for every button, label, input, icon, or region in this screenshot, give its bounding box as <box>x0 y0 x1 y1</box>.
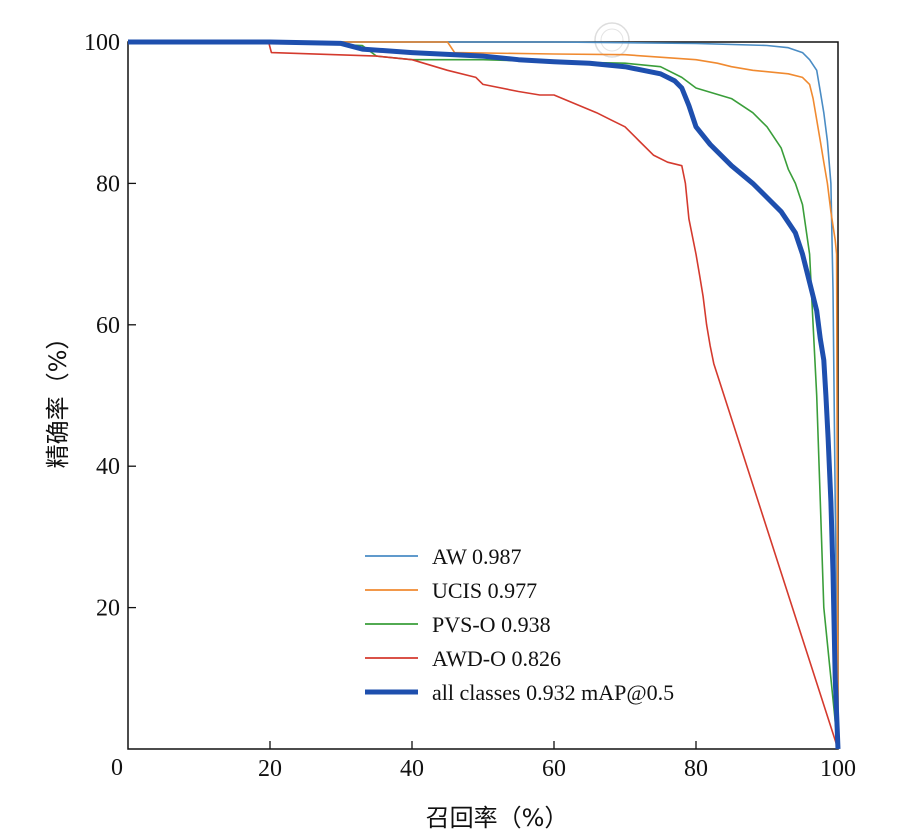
legend-label: all classes 0.932 mAP@0.5 <box>432 680 674 705</box>
series-line-2 <box>128 41 839 750</box>
legend-label: PVS-O 0.938 <box>432 612 551 637</box>
y-tick-label: 100 <box>84 30 120 56</box>
watermark-seal-icon <box>594 22 630 58</box>
watermark-seal-inner <box>600 28 624 52</box>
x-tick-label: 20 <box>258 756 282 782</box>
series-line-1 <box>128 41 839 750</box>
legend: AW 0.987 UCIS 0.977 PVS-O 0.938 AWD-O 0.826… <box>365 544 674 705</box>
series-line-4 <box>128 39 841 750</box>
legend-label: AW 0.987 <box>432 544 522 569</box>
y-axis-title: 精确率（%） <box>44 326 72 469</box>
y-tick-label: 20 <box>96 596 120 622</box>
origin-label: 0 <box>111 755 123 781</box>
series-lines <box>128 39 841 750</box>
x-tick-label: 60 <box>542 756 566 782</box>
x-axis-title: 召回率（%） <box>426 804 569 832</box>
x-tick-label: 80 <box>684 756 708 782</box>
y-tick-label: 60 <box>96 313 120 339</box>
legend-label: AWD-O 0.826 <box>432 646 561 671</box>
x-tick-label: 40 <box>400 756 424 782</box>
legend-label: UCIS 0.977 <box>432 578 537 603</box>
y-tick-label: 80 <box>96 171 120 197</box>
series-line-3 <box>128 41 839 750</box>
series-line-0 <box>128 41 839 750</box>
x-tick-label: 100 <box>820 756 856 782</box>
axis-ticks: 20 40 60 80 100 20 40 60 80 100 <box>84 30 856 782</box>
y-tick-label: 40 <box>96 454 120 480</box>
watermark <box>594 22 630 58</box>
plot-frame <box>127 41 839 750</box>
